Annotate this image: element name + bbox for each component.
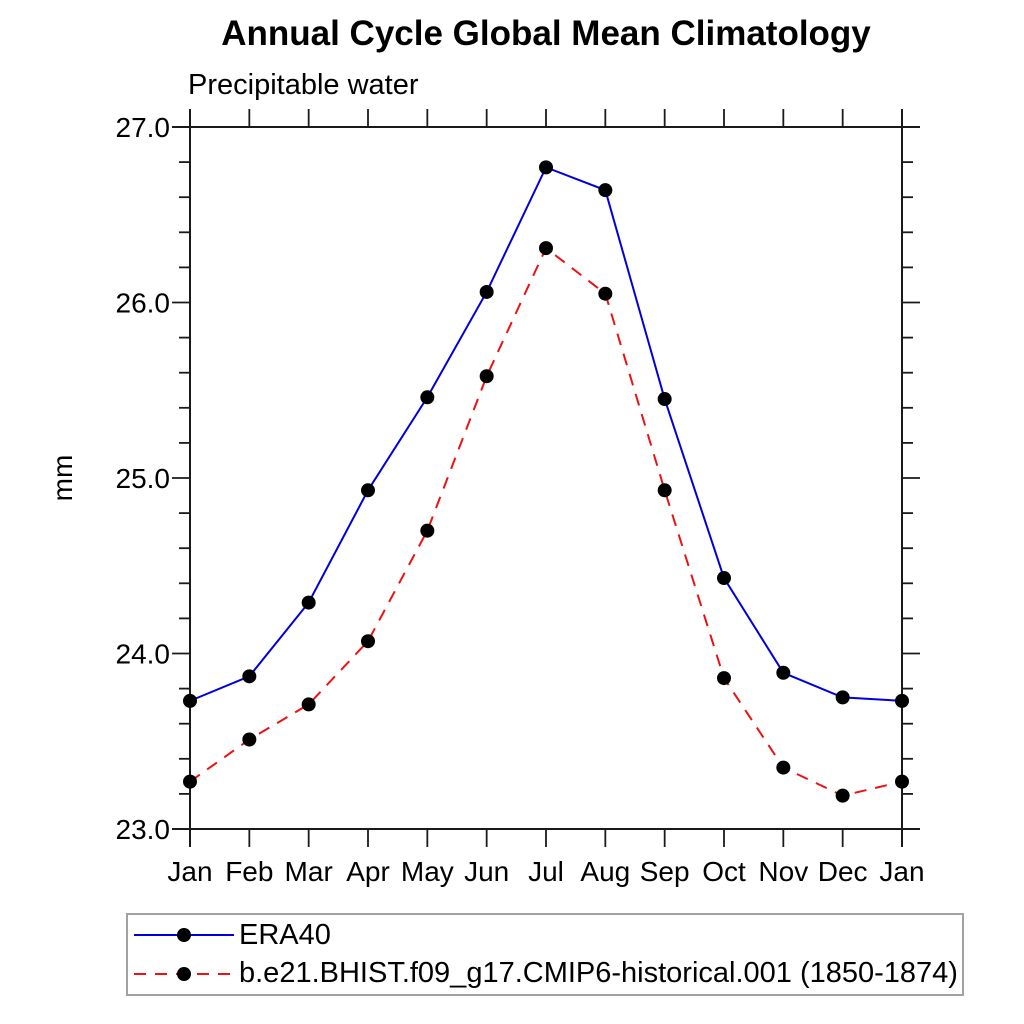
x-tick-label: Dec [818, 856, 868, 887]
era40-data-point-marker [717, 571, 731, 586]
x-tick-label: Oct [702, 856, 746, 887]
cmip6-data-point-marker [895, 774, 909, 789]
x-tick-label: Apr [346, 856, 390, 887]
x-tick-label: Jan [167, 856, 212, 887]
era40-data-point-marker [301, 595, 316, 610]
era40-data-point-marker [183, 693, 197, 708]
y-tick-label: 24.0 [116, 639, 171, 670]
legend-box: ERA40 b.e21.BHIST.f09_g17.CMIP6-historic… [126, 913, 964, 996]
climatology-line-chart: 23.0 24.0 25.0 26.0 27.0 Jan Feb Mar Apr May Jun Ju… [47, 109, 925, 887]
era40-sample-marker-icon [177, 928, 191, 943]
cmip6-data-point-marker [598, 286, 613, 301]
y-tick-label: 27.0 [116, 112, 171, 143]
x-tick-label: Mar [285, 856, 333, 887]
y-tick-label: 25.0 [116, 463, 171, 494]
x-tick-label: Jan [879, 856, 924, 887]
legend-label-cmip6: b.e21.BHIST.f09_g17.CMIP6-historical.001… [239, 957, 958, 990]
cmip6-data-point-marker [717, 671, 731, 686]
era40-data-point-marker [835, 690, 850, 705]
era40-data-point-marker [539, 160, 553, 175]
cmip6-data-point-marker [183, 774, 197, 789]
era40-data-point-marker [895, 693, 909, 708]
cmip6-data-point-marker [420, 523, 435, 538]
cmip6-data-point-marker [539, 241, 553, 256]
chart-subtitle: Precipitable water [188, 69, 419, 101]
cmip6-data-point-marker [776, 760, 791, 775]
x-tick-label: Nov [758, 856, 808, 887]
cmip6-data-point-marker [301, 697, 316, 712]
cmip6-data-point-marker [835, 788, 850, 803]
cmip6-sample-marker-icon [177, 966, 191, 981]
y-tick-label: 23.0 [116, 814, 171, 845]
x-tick-label: Aug [580, 856, 630, 887]
x-tick-label: Jun [464, 856, 509, 887]
cmip6-data-point-marker [479, 369, 494, 384]
x-tick-label: Feb [225, 856, 273, 887]
y-tick-label: 26.0 [116, 288, 171, 319]
legend-item-cmip6: b.e21.BHIST.f09_g17.CMIP6-historical.001… [132, 956, 962, 992]
x-tick-label: Jul [528, 856, 564, 887]
chart-title: Annual Cycle Global Mean Climatology [221, 14, 871, 53]
era40-data-point-marker [242, 669, 257, 684]
era40-data-point-marker [479, 284, 494, 299]
y-axis-title: mm [47, 455, 78, 502]
cmip6-series-line [189, 246, 903, 797]
legend-item-era40: ERA40 [132, 917, 962, 953]
x-tick-label: Sep [640, 856, 690, 887]
legend-label-era40: ERA40 [239, 918, 331, 951]
cmip6-data-point-marker [242, 732, 257, 747]
era40-data-point-marker [657, 392, 672, 407]
era40-data-point-marker [361, 483, 375, 498]
era40-data-point-marker [420, 390, 435, 405]
cmip6-line-sample [134, 966, 234, 981]
era40-line-sample [134, 928, 234, 943]
era40-data-point-marker [598, 183, 613, 198]
era40-data-point-marker [776, 665, 791, 680]
x-tick-label: May [401, 856, 454, 887]
cmip6-data-point-marker [361, 634, 375, 649]
cmip6-data-point-marker [657, 483, 672, 498]
